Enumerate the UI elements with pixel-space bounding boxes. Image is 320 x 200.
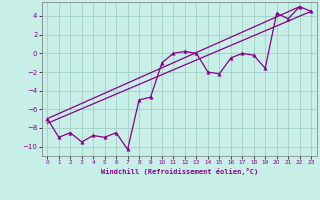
X-axis label: Windchill (Refroidissement éolien,°C): Windchill (Refroidissement éolien,°C) bbox=[100, 168, 258, 175]
